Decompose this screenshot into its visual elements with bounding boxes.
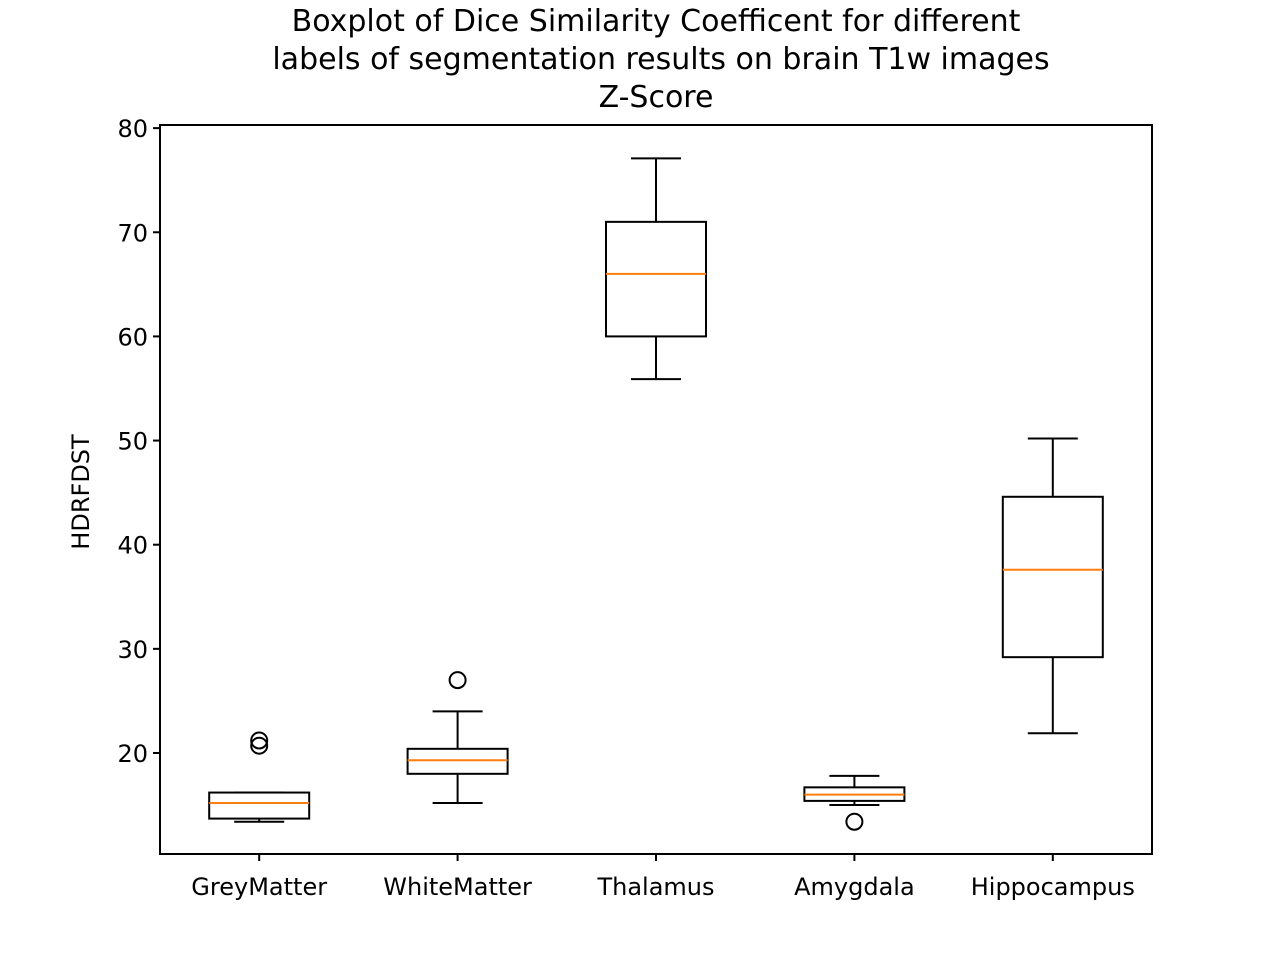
y-tick-label: 20 [117,740,148,768]
x-tick-label: Amygdala [794,873,915,901]
title-line-3: Z-Score [599,80,714,115]
y-axis: 20 30 40 50 60 70 80 [117,115,160,768]
iqr-box [1001,495,1104,659]
box-series [208,157,1104,831]
chart-title: Boxplot of Dice Similarity Coefficent fo… [272,4,1049,115]
y-tick-label: 70 [117,219,148,247]
x-tick-label: GreyMatter [191,873,327,901]
box-greymatter [208,731,311,823]
y-tick-label: 60 [117,323,148,351]
plot-frame [159,124,1153,855]
outlier-point [250,731,269,750]
y-tick-label: 80 [117,115,148,143]
y-tick-label: 50 [117,428,148,456]
outlier-point [448,671,467,690]
box-hippocampus [1001,437,1104,735]
iqr-box [208,791,311,820]
box-thalamus [605,157,707,381]
box-amygdala [803,774,906,831]
iqr-box [605,220,707,338]
y-axis-label: HDRFDST [67,434,95,550]
title-line-2: labels of segmentation results on brain … [272,42,1049,77]
box-whitematter [406,671,509,804]
title-line-1: Boxplot of Dice Similarity Coefficent fo… [292,4,1021,39]
x-tick-label: Hippocampus [971,873,1135,901]
iqr-box [406,747,509,775]
x-axis: GreyMatter WhiteMatter Thalamus Amygdala Hip… [191,854,1135,901]
outlier-point [250,736,269,755]
y-tick-label: 40 [117,532,148,560]
y-tick-label: 30 [117,636,148,664]
x-tick-label: WhiteMatter [383,873,532,901]
outlier-point [845,812,864,831]
x-tick-label: Thalamus [596,873,714,901]
